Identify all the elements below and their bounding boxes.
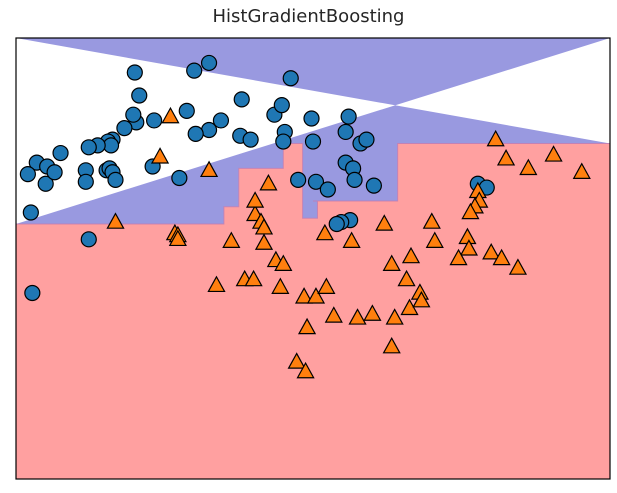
region-class-0 [16, 38, 610, 224]
chart-title: HistGradientBoosting [212, 6, 405, 27]
point-class-0-circle [337, 123, 354, 141]
point-class-0-circle [80, 231, 97, 248]
point-class-1-triangle [287, 352, 306, 369]
point-class-1-triangle [492, 248, 511, 266]
point-class-0-circle [171, 169, 188, 187]
point-class-0-circle [125, 106, 142, 123]
point-class-0-circle [46, 164, 63, 181]
point-class-1-triangle [207, 275, 226, 293]
point-class-1-triangle [297, 317, 317, 335]
point-class-0-circle [116, 120, 133, 137]
point-class-0-circle [242, 131, 259, 148]
point-class-1-triangle [168, 229, 187, 247]
point-class-1-triangle [150, 147, 170, 164]
point-class-1-triangle [544, 145, 563, 162]
point-class-0-circle [319, 181, 336, 198]
point-class-1-triangle [315, 223, 334, 241]
point-class-1-triangle [375, 214, 394, 231]
point-class-1-triangle [348, 308, 367, 325]
data-points [19, 54, 591, 379]
point-class-0-circle [273, 97, 290, 114]
point-class-1-triangle [245, 191, 265, 208]
point-class-0-circle [22, 204, 39, 221]
point-class-0-circle [146, 112, 163, 129]
point-class-1-triangle [449, 248, 468, 266]
point-class-0-circle [187, 125, 204, 142]
point-class-1-triangle [317, 277, 336, 294]
point-class-1-triangle [425, 231, 444, 248]
point-class-1-triangle [482, 243, 501, 260]
point-class-0-circle [212, 112, 230, 129]
point-class-0-circle [19, 166, 36, 183]
point-class-1-triangle [519, 158, 538, 176]
point-class-1-triangle [342, 231, 361, 248]
point-class-0-circle [290, 171, 307, 188]
point-class-0-circle [200, 54, 218, 72]
point-class-1-triangle [271, 277, 290, 294]
point-class-1-triangle [274, 254, 293, 271]
decision-regions [16, 38, 610, 479]
point-class-0-circle [340, 108, 357, 125]
point-class-1-triangle [459, 239, 479, 256]
point-class-1-triangle [382, 336, 401, 354]
point-class-1-triangle [382, 254, 401, 271]
point-class-0-circle [77, 173, 94, 190]
point-class-1-triangle [572, 162, 591, 179]
point-class-0-circle [275, 133, 292, 150]
point-class-1-triangle [259, 173, 278, 191]
point-class-0-circle [282, 70, 299, 87]
point-class-0-circle [126, 64, 143, 81]
point-class-1-triangle [486, 129, 505, 147]
point-class-0-circle [107, 171, 124, 188]
plot-frame [15, 37, 611, 480]
point-class-0-circle [346, 171, 363, 188]
point-class-0-circle [37, 175, 54, 192]
point-class-1-triangle [161, 106, 180, 124]
point-class-0-circle [186, 62, 203, 79]
point-class-0-circle [233, 91, 250, 108]
point-class-0-circle [303, 110, 320, 127]
point-class-1-triangle [496, 149, 516, 166]
point-class-1-triangle [508, 258, 528, 275]
point-class-1-triangle [397, 269, 416, 287]
point-class-1-triangle [363, 304, 382, 321]
point-class-0-circle [307, 173, 325, 190]
point-class-0-circle [304, 133, 322, 150]
point-class-0-circle [102, 137, 120, 154]
point-class-1-triangle [296, 361, 315, 379]
point-class-1-triangle [461, 202, 480, 220]
point-class-1-triangle [244, 269, 263, 287]
region-class-1 [16, 143, 610, 479]
point-class-0-circle [24, 284, 41, 302]
point-class-0-circle [80, 139, 97, 156]
point-class-1-triangle [422, 212, 441, 229]
point-class-1-triangle [401, 246, 421, 264]
point-class-1-triangle [222, 231, 241, 248]
point-class-1-triangle [412, 290, 431, 308]
point-class-0-circle [358, 131, 375, 148]
point-class-0-circle [52, 144, 69, 162]
point-class-1-triangle [254, 233, 274, 250]
point-class-1-triangle [324, 306, 343, 323]
point-class-1-triangle [385, 308, 404, 325]
point-class-1-triangle [294, 287, 314, 304]
point-class-0-circle [200, 121, 218, 139]
point-class-0-circle [131, 87, 148, 104]
decision-boundary-line [16, 142, 610, 225]
point-class-0-circle [365, 177, 382, 194]
point-class-1-triangle [106, 212, 125, 229]
point-class-0-circle [178, 102, 195, 119]
point-class-1-triangle [199, 160, 219, 178]
point-class-0-circle [328, 215, 345, 233]
point-class-1-triangle [306, 287, 326, 304]
